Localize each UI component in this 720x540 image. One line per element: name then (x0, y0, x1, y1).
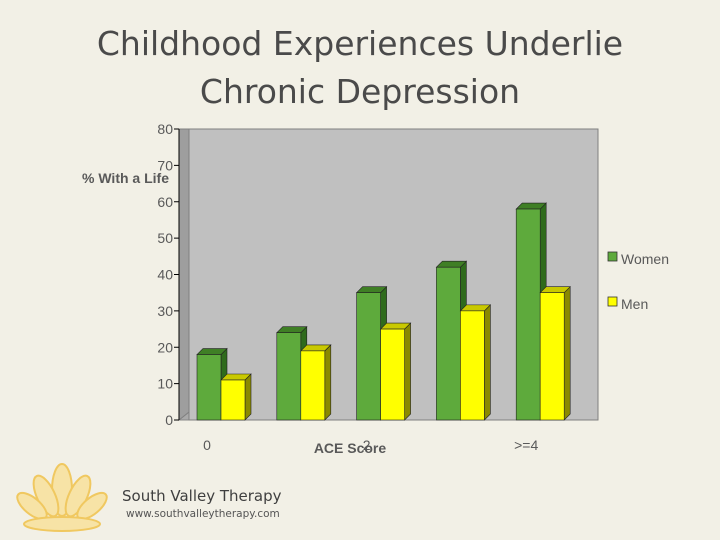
bar-men (220, 379, 246, 421)
y-tick-label: 10 (157, 376, 173, 392)
brand-name: South Valley Therapy (122, 487, 282, 505)
legend-swatch-men (607, 296, 618, 307)
y-tick-label: 80 (157, 121, 173, 137)
bar-men (300, 350, 326, 421)
lotus-icon (16, 463, 108, 532)
brand-url: www.southvalleytherapy.com (126, 508, 280, 520)
bar-women (276, 332, 302, 421)
x-tick-label: 2 (363, 437, 371, 453)
y-tick-label: 60 (157, 194, 173, 210)
bar-women (436, 266, 461, 421)
legend-swatch-women (607, 251, 618, 262)
slide-title: Childhood Experiences Underlie Chronic D… (96, 24, 624, 111)
y-tick-label: 50 (157, 230, 173, 246)
y-tick-label: 40 (157, 267, 173, 283)
y-tick-label: 20 (157, 339, 173, 355)
x-tick-label: 0 (203, 437, 211, 453)
bar-side (484, 304, 491, 421)
x-axis-label: ACE Score (314, 440, 387, 456)
y-axis-label: % With a Life (82, 170, 169, 186)
bar-side (404, 322, 411, 421)
bar-side (324, 344, 332, 421)
bar-women (196, 354, 222, 421)
bar-women (356, 292, 381, 421)
y-tick-label: 0 (165, 412, 173, 428)
bar-men (539, 292, 565, 421)
legend-label-men: Men (621, 296, 648, 312)
bar-side (244, 373, 252, 421)
y-tick-label: 70 (157, 157, 173, 173)
bar-men (380, 328, 405, 421)
y-tick-label: 30 (157, 303, 173, 319)
x-tick-label: >=4 (514, 437, 538, 453)
chart-side-wall (178, 128, 190, 422)
bar-side (563, 285, 571, 421)
bar-women (515, 208, 541, 421)
bar-men (460, 310, 485, 421)
legend-label-women: Women (621, 251, 669, 267)
